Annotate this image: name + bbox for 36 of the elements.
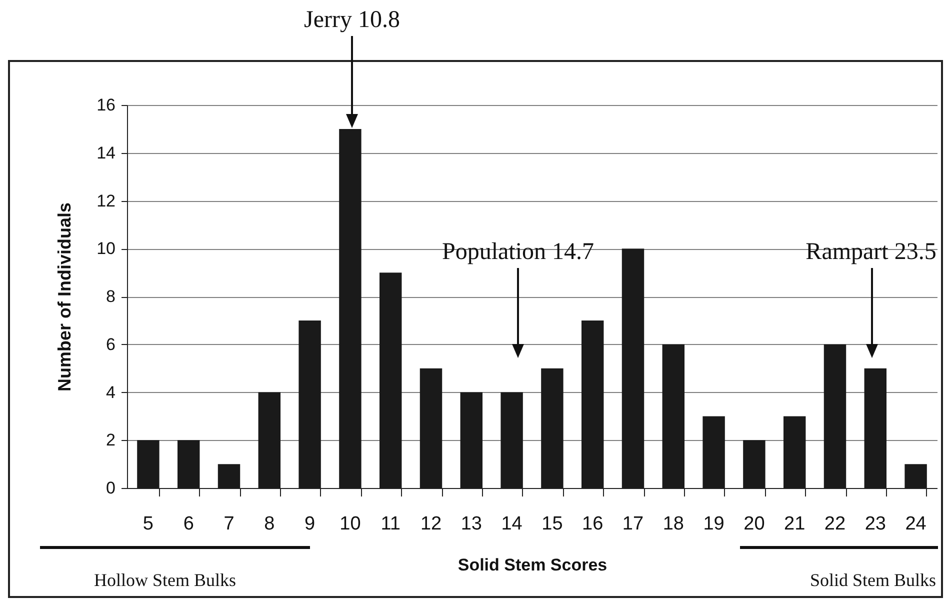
- x-tick-label: 24: [905, 514, 927, 534]
- x-tick-label: 21: [784, 514, 806, 534]
- x-tick-label: 7: [224, 514, 234, 534]
- x-tick-label: 10: [340, 514, 361, 534]
- y-tick-label: 4: [106, 382, 116, 402]
- y-tick-label: 8: [106, 287, 116, 306]
- text: Hollow Stem Bulks: [94, 570, 236, 590]
- y-tick-label: 6: [106, 334, 116, 354]
- x-tick-label: 19: [703, 514, 724, 534]
- x-tick-label: 13: [460, 514, 482, 534]
- x-tick-label: 20: [744, 514, 765, 534]
- y-tick-label: 16: [96, 96, 116, 114]
- x-tick-label: 14: [501, 514, 523, 534]
- x-tick-label: 22: [824, 514, 846, 534]
- annotation: Population 14.7: [442, 239, 594, 265]
- y-tick-label: 14: [96, 143, 116, 162]
- y-axis-title: Number of Individuals: [54, 202, 75, 392]
- y-tick-label: 0: [106, 478, 116, 498]
- x-tick-label: 16: [582, 514, 604, 534]
- x-axis-title: Solid Stem Scores: [458, 556, 608, 574]
- x-tick-label: 8: [264, 514, 275, 534]
- x-tick-label: 9: [304, 514, 316, 534]
- x-tick-label: 18: [662, 514, 684, 534]
- x-tick-label: 6: [183, 514, 194, 534]
- annotation: Rampart 23.5: [806, 239, 936, 265]
- y-tick-label: 10: [96, 239, 116, 258]
- text: Jerry 10.8: [304, 7, 400, 33]
- x-tick-label: 17: [622, 514, 644, 534]
- x-tick-label: 11: [380, 514, 400, 534]
- x-tick-label: 15: [542, 514, 563, 534]
- y-tick-label: 12: [96, 191, 116, 210]
- x-tick-label: 12: [420, 514, 442, 534]
- text: Solid Stem Bulks: [810, 570, 936, 590]
- x-tick-label: 23: [864, 514, 886, 534]
- y-tick-label: 2: [106, 430, 116, 450]
- x-tick-label: 5: [142, 514, 154, 534]
